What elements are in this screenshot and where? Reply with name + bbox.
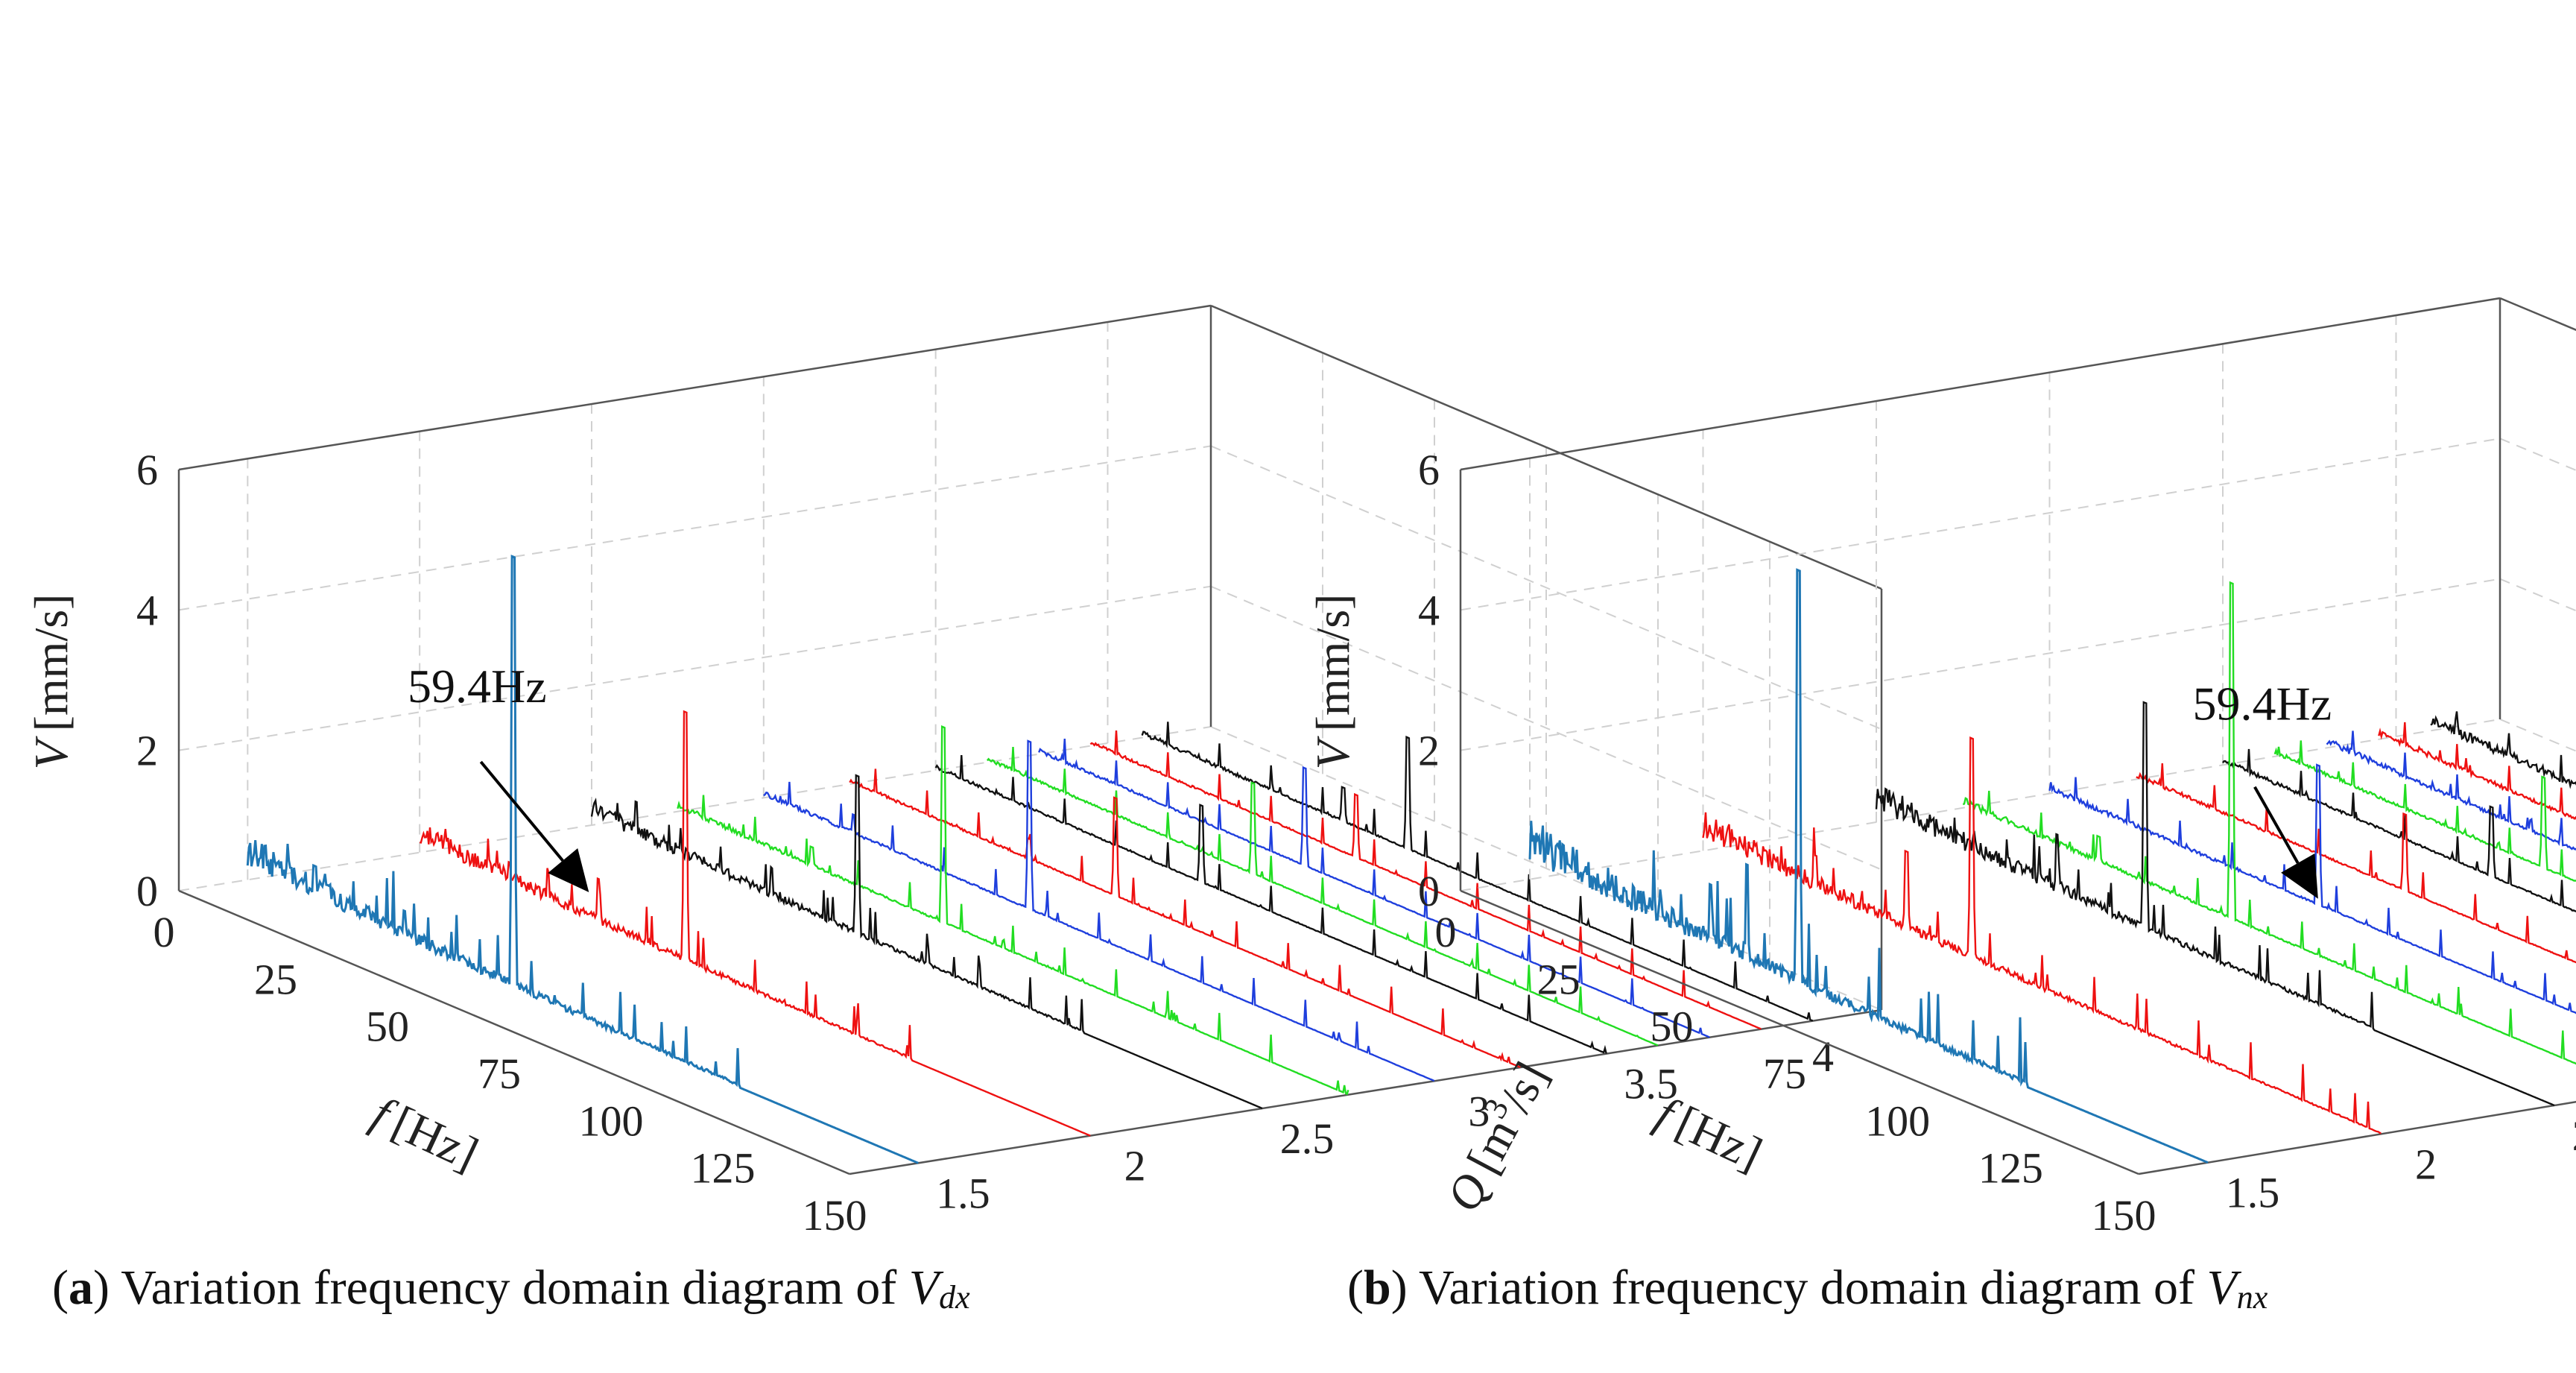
x-tick-label: 75	[478, 1050, 521, 1098]
x-axis-line	[178, 889, 850, 1175]
caption-b: (b) Variation frequency domain diagram o…	[1347, 1260, 2268, 1316]
x-tick-label: 75	[1763, 1050, 1806, 1098]
x-axis-label: f[Hz]	[364, 1086, 486, 1180]
series-line-q-2-75	[1962, 581, 2576, 1065]
grid-line	[2499, 297, 2576, 331]
z-tick-label: 2	[136, 727, 158, 775]
annotation-arrow-shaft	[2253, 786, 2300, 864]
series-line-q-3	[2048, 763, 2576, 1014]
series-line-q-3-8	[2326, 730, 2576, 851]
z-tick-label: 0	[1418, 867, 1440, 915]
grid-line	[1460, 719, 2501, 891]
caption-a: (a) Variation frequency domain diagram o…	[52, 1260, 970, 1316]
z-axis-label: V[mm/s]	[1306, 594, 1359, 770]
series-line-q-3-25	[2136, 763, 2576, 964]
y-axis-label: Q[m3/s]	[1431, 1050, 1558, 1219]
x-tick-label: 50	[366, 1003, 409, 1051]
series-line-q-3-65	[2273, 740, 2576, 882]
series-line-q-2-75	[677, 725, 1349, 1096]
series-line-q-3-65	[986, 747, 1659, 1047]
z-tick-label: 4	[136, 586, 158, 634]
series-line-q-1-5	[1528, 568, 2209, 1164]
annotation-label: 59.4Hz	[2193, 678, 2332, 730]
series-line-q-4-1	[2430, 711, 2576, 789]
chart-panel-b: 0 25 50 75 100 125 150 1.5 2 2.5 3 3.5 4 0 2 4 6 f[Hz] Q[m…	[1306, 297, 2576, 1240]
series-line-q-4-1	[1141, 722, 1814, 1022]
annotation-arrow-head	[2281, 853, 2318, 899]
grid-line	[1460, 438, 2501, 611]
series-line-q-3-95	[1089, 730, 1762, 1030]
z-tick-label: 2	[1418, 727, 1440, 775]
x-axis-line	[1460, 889, 2139, 1175]
series-line-q-2	[1702, 736, 2382, 1134]
box-edge	[178, 304, 1212, 471]
z-tick-label: 6	[136, 446, 158, 494]
x-tick-label: 0	[1435, 908, 1457, 956]
series-line-q-2	[420, 710, 1091, 1137]
grid-line	[2499, 719, 2576, 752]
x-tick-label: 100	[579, 1096, 644, 1145]
grid-line	[1460, 578, 2501, 751]
y-tick-label: 1.5	[936, 1169, 990, 1217]
box-edge	[1460, 297, 2501, 471]
series-line-q-1-5	[246, 555, 919, 1164]
box-edge	[1210, 304, 1882, 590]
y-tick-label: 2	[2415, 1140, 2437, 1188]
x-tick-label: 0	[154, 908, 175, 956]
grid-line	[2499, 438, 2576, 472]
y-axis-line	[2138, 1100, 2576, 1175]
x-tick-label: 150	[803, 1191, 867, 1240]
annotation-label: 59.4Hz	[408, 660, 547, 713]
annotation-arrow-shaft	[479, 760, 564, 862]
y-tick-label: 3	[1468, 1087, 1490, 1135]
z-tick-label: 6	[1418, 446, 1440, 494]
y-tick-label: 1.5	[2226, 1169, 2280, 1217]
series-line-q-3-95	[2378, 722, 2576, 821]
z-tick-label: 0	[136, 867, 158, 915]
series-line-q-2-5	[1875, 701, 2555, 1107]
x-tick-label: 50	[1650, 1003, 1693, 1051]
x-tick-label: 25	[254, 955, 297, 1003]
y-tick-label: 4	[1812, 1032, 1834, 1081]
x-tick-label: 125	[1978, 1144, 2043, 1193]
grid-line	[1210, 585, 1882, 871]
y-tick-label: 3.5	[1624, 1060, 1678, 1108]
series-line-q-3	[763, 739, 1435, 1082]
annotation-arrow-head	[548, 848, 589, 892]
box-edge	[2499, 297, 2576, 331]
series-line-q-2-5	[590, 774, 1263, 1110]
grid-line	[178, 585, 1212, 751]
y-tick-label: 2	[1124, 1142, 1146, 1190]
x-tick-label: 25	[1537, 955, 1580, 1003]
z-tick-label: 4	[1418, 586, 1440, 634]
series-line-q-3-25	[849, 768, 1521, 1068]
x-axis-label: f[Hz]	[1648, 1086, 1770, 1180]
series-line-q-3-5	[934, 755, 1607, 1054]
grid-line	[1210, 445, 1882, 730]
y-tick-label: 2.5	[2572, 1111, 2576, 1160]
x-tick-label: 150	[2092, 1191, 2156, 1240]
z-axis-label: V[mm/s]	[25, 594, 77, 770]
grid-line	[178, 445, 1212, 611]
y-tick-label: 2.5	[1280, 1114, 1335, 1163]
grid-line	[178, 726, 1212, 891]
x-tick-label: 125	[691, 1144, 756, 1193]
series-line-q-3-5	[2222, 748, 2576, 912]
series-line-q-3-8	[1038, 739, 1710, 1038]
x-tick-label: 100	[1865, 1096, 1930, 1145]
